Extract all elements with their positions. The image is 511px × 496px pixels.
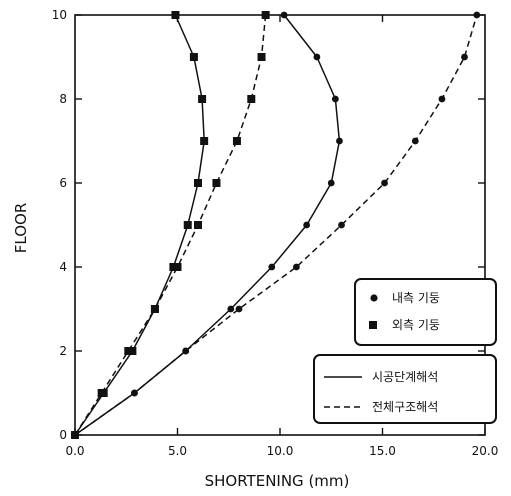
legend-construction-label: 시공단계해석 bbox=[372, 370, 438, 384]
data-point-circle bbox=[182, 347, 190, 355]
data-point-square bbox=[171, 11, 180, 19]
legend-whole-label: 전체구조해석 bbox=[372, 400, 438, 414]
x-tick-label: 20.0 bbox=[472, 444, 499, 458]
data-point-square bbox=[169, 263, 178, 271]
series-inner-solid bbox=[71, 11, 343, 439]
data-point-square bbox=[232, 137, 241, 145]
y-axis-title: FLOOR bbox=[12, 203, 30, 254]
data-point-square bbox=[183, 221, 192, 229]
legend-markers: 내측 기둥 외측 기둥 bbox=[354, 278, 497, 346]
y-tick-label: 8 bbox=[59, 92, 67, 106]
y-axis-ticks: 0 2 4 6 8 10 bbox=[52, 8, 485, 442]
data-point-circle bbox=[438, 95, 446, 103]
data-point-circle bbox=[338, 221, 345, 229]
data-point-square bbox=[194, 179, 202, 187]
data-point-circle bbox=[280, 11, 288, 19]
data-point-circle bbox=[303, 221, 311, 229]
data-point-square bbox=[212, 179, 221, 187]
data-point-square bbox=[97, 389, 106, 397]
x-tick-label: 15.0 bbox=[369, 444, 396, 458]
y-tick-label: 4 bbox=[59, 260, 67, 274]
data-point-square bbox=[261, 11, 270, 19]
data-point-circle bbox=[411, 137, 419, 145]
data-point-square bbox=[150, 305, 159, 313]
y-tick-label: 10 bbox=[52, 8, 67, 22]
x-axis-title: SHORTENING (mm) bbox=[205, 472, 350, 490]
data-point-circle bbox=[227, 305, 235, 313]
series-outer-dashed bbox=[71, 11, 270, 439]
legend-inner-label: 내측 기둥 bbox=[392, 291, 440, 305]
legend-circle-marker bbox=[370, 294, 378, 302]
legend-square-marker bbox=[369, 321, 377, 329]
legend-outer-label: 외측 기둥 bbox=[392, 318, 440, 332]
y-tick-label: 6 bbox=[59, 176, 67, 190]
data-point-square bbox=[128, 347, 137, 355]
data-point-circle bbox=[327, 179, 335, 187]
data-point-square bbox=[173, 263, 182, 271]
data-point-circle bbox=[313, 53, 321, 61]
data-point-circle bbox=[473, 11, 481, 19]
data-point-square bbox=[257, 53, 266, 61]
data-point-circle bbox=[461, 53, 468, 61]
data-point-circle bbox=[268, 263, 276, 271]
data-point-circle bbox=[235, 305, 243, 313]
data-point-square bbox=[124, 347, 133, 355]
data-point-circle bbox=[293, 263, 300, 271]
series-inner-dashed bbox=[71, 11, 481, 439]
y-tick-label: 2 bbox=[59, 344, 67, 358]
data-point-square bbox=[189, 53, 198, 61]
data-point-square bbox=[200, 137, 209, 145]
data-point-square bbox=[194, 221, 202, 229]
x-tick-label: 0.0 bbox=[65, 444, 84, 458]
x-tick-label: 10.0 bbox=[267, 444, 294, 458]
data-point-circle bbox=[331, 95, 339, 103]
series-layer bbox=[71, 11, 481, 439]
x-tick-label: 5.0 bbox=[168, 444, 187, 458]
data-point-circle bbox=[336, 137, 343, 145]
data-point-square bbox=[247, 95, 256, 103]
data-point-square bbox=[71, 431, 79, 439]
series-outer-solid bbox=[71, 11, 209, 439]
legend-lines: 시공단계해석 전체구조해석 bbox=[313, 354, 497, 424]
data-point-circle bbox=[381, 179, 388, 187]
data-point-square bbox=[198, 95, 207, 103]
data-point-circle bbox=[131, 389, 138, 397]
legend-lines-box bbox=[313, 354, 497, 424]
legend-markers-box bbox=[354, 278, 497, 346]
series-line bbox=[74, 14, 267, 436]
y-tick-label: 0 bbox=[59, 428, 67, 442]
